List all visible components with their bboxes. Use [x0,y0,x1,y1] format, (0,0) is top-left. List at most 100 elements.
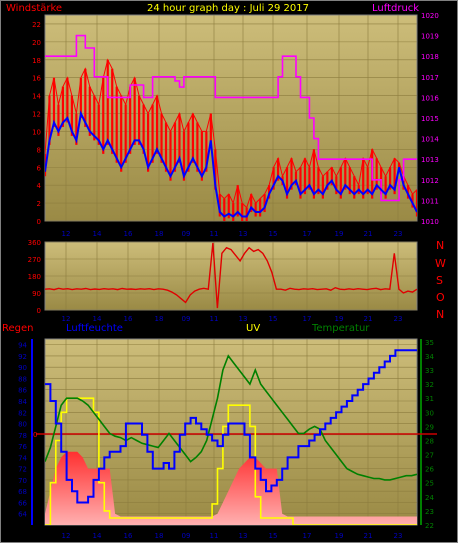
x-tick-label: 23 [394,230,403,238]
direction-label-o: O [436,291,445,304]
wind-tick-label: 22 [32,21,41,29]
temperature-tick-label: 34 [425,353,434,361]
temperature-tick-label: 29 [425,423,434,431]
wind-tick-label: 8 [37,146,41,154]
x-tick-label: 18 [155,230,164,238]
humidity-axis-label: Luftfeuchte [66,323,123,334]
wind-tick-label: 2 [37,200,41,208]
x-tick-label: 15 [269,532,278,540]
rain-axis-label: Regen [2,323,34,334]
x-tick-label: 21 [364,230,373,238]
x-tick-label: 17 [303,230,312,238]
humidity-tick-label: 74 [18,454,27,462]
temperature-tick-label: 32 [425,381,434,389]
humidity-tick-label: 80 [18,421,27,429]
humidity-temp-series [45,349,417,525]
humidity-tick-label: 64 [18,511,27,519]
wind-tick-label: 20 [32,39,41,47]
x-tick-label: 13 [239,532,248,540]
direction-label-n-top: N [436,239,444,252]
pressure-axis-label: Luftdruck [372,3,419,14]
temperature-tick-label: 26 [425,466,434,474]
temperature-axis-label: Temperatur [311,323,370,334]
x-tick-label: 09 [182,230,191,238]
x-tick-label: 09 [182,532,191,540]
pressure-tick-label: 1019 [421,33,439,41]
humidity-tick-label: 72 [18,466,27,474]
humidity-tick-label: 70 [18,477,27,485]
pressure-tick-label: 1011 [421,197,439,205]
x-tick-label: 19 [335,532,344,540]
wind-direction-line [45,242,417,309]
x-tick-label: 14 [93,532,102,540]
humidity-tick-label: 66 [18,499,27,507]
pressure-tick-label: 1017 [421,74,439,82]
temperature-tick-label: 35 [425,339,434,347]
wind-tick-label: 14 [32,93,41,101]
direction-tick-label: 360 [28,239,41,247]
pressure-tick-label: 1018 [421,53,439,61]
temperature-tick-label: 30 [425,409,434,417]
humidity-tick-label: 76 [18,443,27,451]
direction-label-w: W [435,257,446,270]
temperature-tick-label: 33 [425,367,434,375]
humidity-tick-label: 84 [18,398,27,406]
x-tick-label: 12 [62,532,71,540]
x-tick-label: 16 [124,532,133,540]
wind-tick-label: 10 [32,128,41,136]
wind-average-line [45,110,417,218]
x-tick-label: 11 [210,230,219,238]
grid-lines [31,15,437,525]
rain-area [45,451,417,525]
direction-tick-label: 0 [37,307,41,315]
pressure-line [45,34,417,202]
x-tick-label: 19 [335,315,344,323]
temperature-tick-label: 28 [425,437,434,445]
pressure-tick-label: 1015 [421,115,439,123]
humidity-tick-label: 68 [18,488,27,496]
x-tick-label: 12 [62,315,71,323]
x-tick-label: 13 [239,315,248,323]
wind-pressure-panel [44,14,418,222]
x-tick-label: 12 [62,230,71,238]
temperature-line [45,354,417,481]
wind-pressure-series [45,34,417,221]
temperature-tick-label: 31 [425,395,434,403]
x-tick-label: 21 [364,315,373,323]
x-tick-label: 16 [124,230,133,238]
temperature-tick-label: 27 [425,452,434,460]
gust-line [45,58,417,209]
temperature-tick-label: 22 [425,522,434,530]
direction-series [45,242,417,309]
x-tick-label: 19 [335,230,344,238]
humidity-tick-label: 82 [18,409,27,417]
humidity-tick-label: 90 [18,364,27,372]
humidity-tick-label: 94 [18,342,27,350]
humidity-tick-label: 88 [18,375,27,383]
x-tick-label: 15 [269,230,278,238]
x-tick-label: 14 [93,315,102,323]
pressure-tick-label: 1016 [421,94,439,102]
humidity-tick-label: 92 [18,353,27,361]
wind-tick-label: 6 [37,164,42,172]
x-tick-label: 21 [364,532,373,540]
x-tick-label: 09 [182,315,191,323]
direction-tick-label: 90 [32,290,41,298]
x-tick-label: 18 [155,532,164,540]
wind-tick-label: 0 [37,218,41,226]
x-tick-label: 15 [269,315,278,323]
x-tick-label: 16 [124,315,133,323]
wind-axis-label: Windstärke [6,3,62,14]
pressure-tick-label: 1012 [421,177,439,185]
x-tick-label: 11 [210,532,219,540]
x-tick-label: 18 [155,315,164,323]
wind-tick-label: 4 [37,182,42,190]
rain-zero-label: 0 [33,431,37,439]
humidity-tick-label: 86 [18,387,27,395]
x-tick-label: 23 [394,315,403,323]
x-tick-label: 23 [394,532,403,540]
pressure-tick-label: 1013 [421,156,439,164]
temperature-tick-label: 25 [425,480,434,488]
